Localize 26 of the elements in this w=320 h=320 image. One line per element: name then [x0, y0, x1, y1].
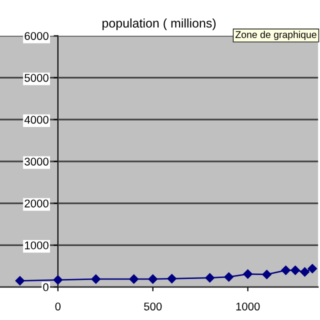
- point: [205, 273, 214, 282]
- point: [148, 274, 158, 284]
- point: [262, 270, 272, 280]
- point: [281, 266, 290, 275]
- point: [129, 274, 138, 284]
- y-tick-label: 2000: [24, 200, 48, 208]
- point: [15, 276, 25, 286]
- y-tick-label: 4000: [24, 116, 48, 124]
- point: [300, 267, 310, 277]
- x-tick-label: 1000: [236, 302, 260, 310]
- point: [167, 274, 176, 284]
- point: [224, 272, 234, 282]
- y-tick-label: 0: [43, 283, 48, 292]
- point: [91, 274, 101, 284]
- y-tick-label: 5000: [24, 74, 48, 82]
- y-tick-label: 1000: [25, 241, 48, 250]
- chart-title: population ( millions): [102, 18, 216, 30]
- annotation: Zone de graphique: [235, 30, 316, 40]
- y-tick-label: 3000: [24, 158, 48, 166]
- point: [243, 269, 252, 279]
- y-tick-label: 6000: [24, 32, 48, 40]
- x-tick-label: 500: [144, 302, 162, 310]
- point: [53, 275, 63, 285]
- x-tick-label: 0: [55, 302, 61, 310]
- point: [290, 266, 300, 275]
- point: [308, 264, 318, 274]
